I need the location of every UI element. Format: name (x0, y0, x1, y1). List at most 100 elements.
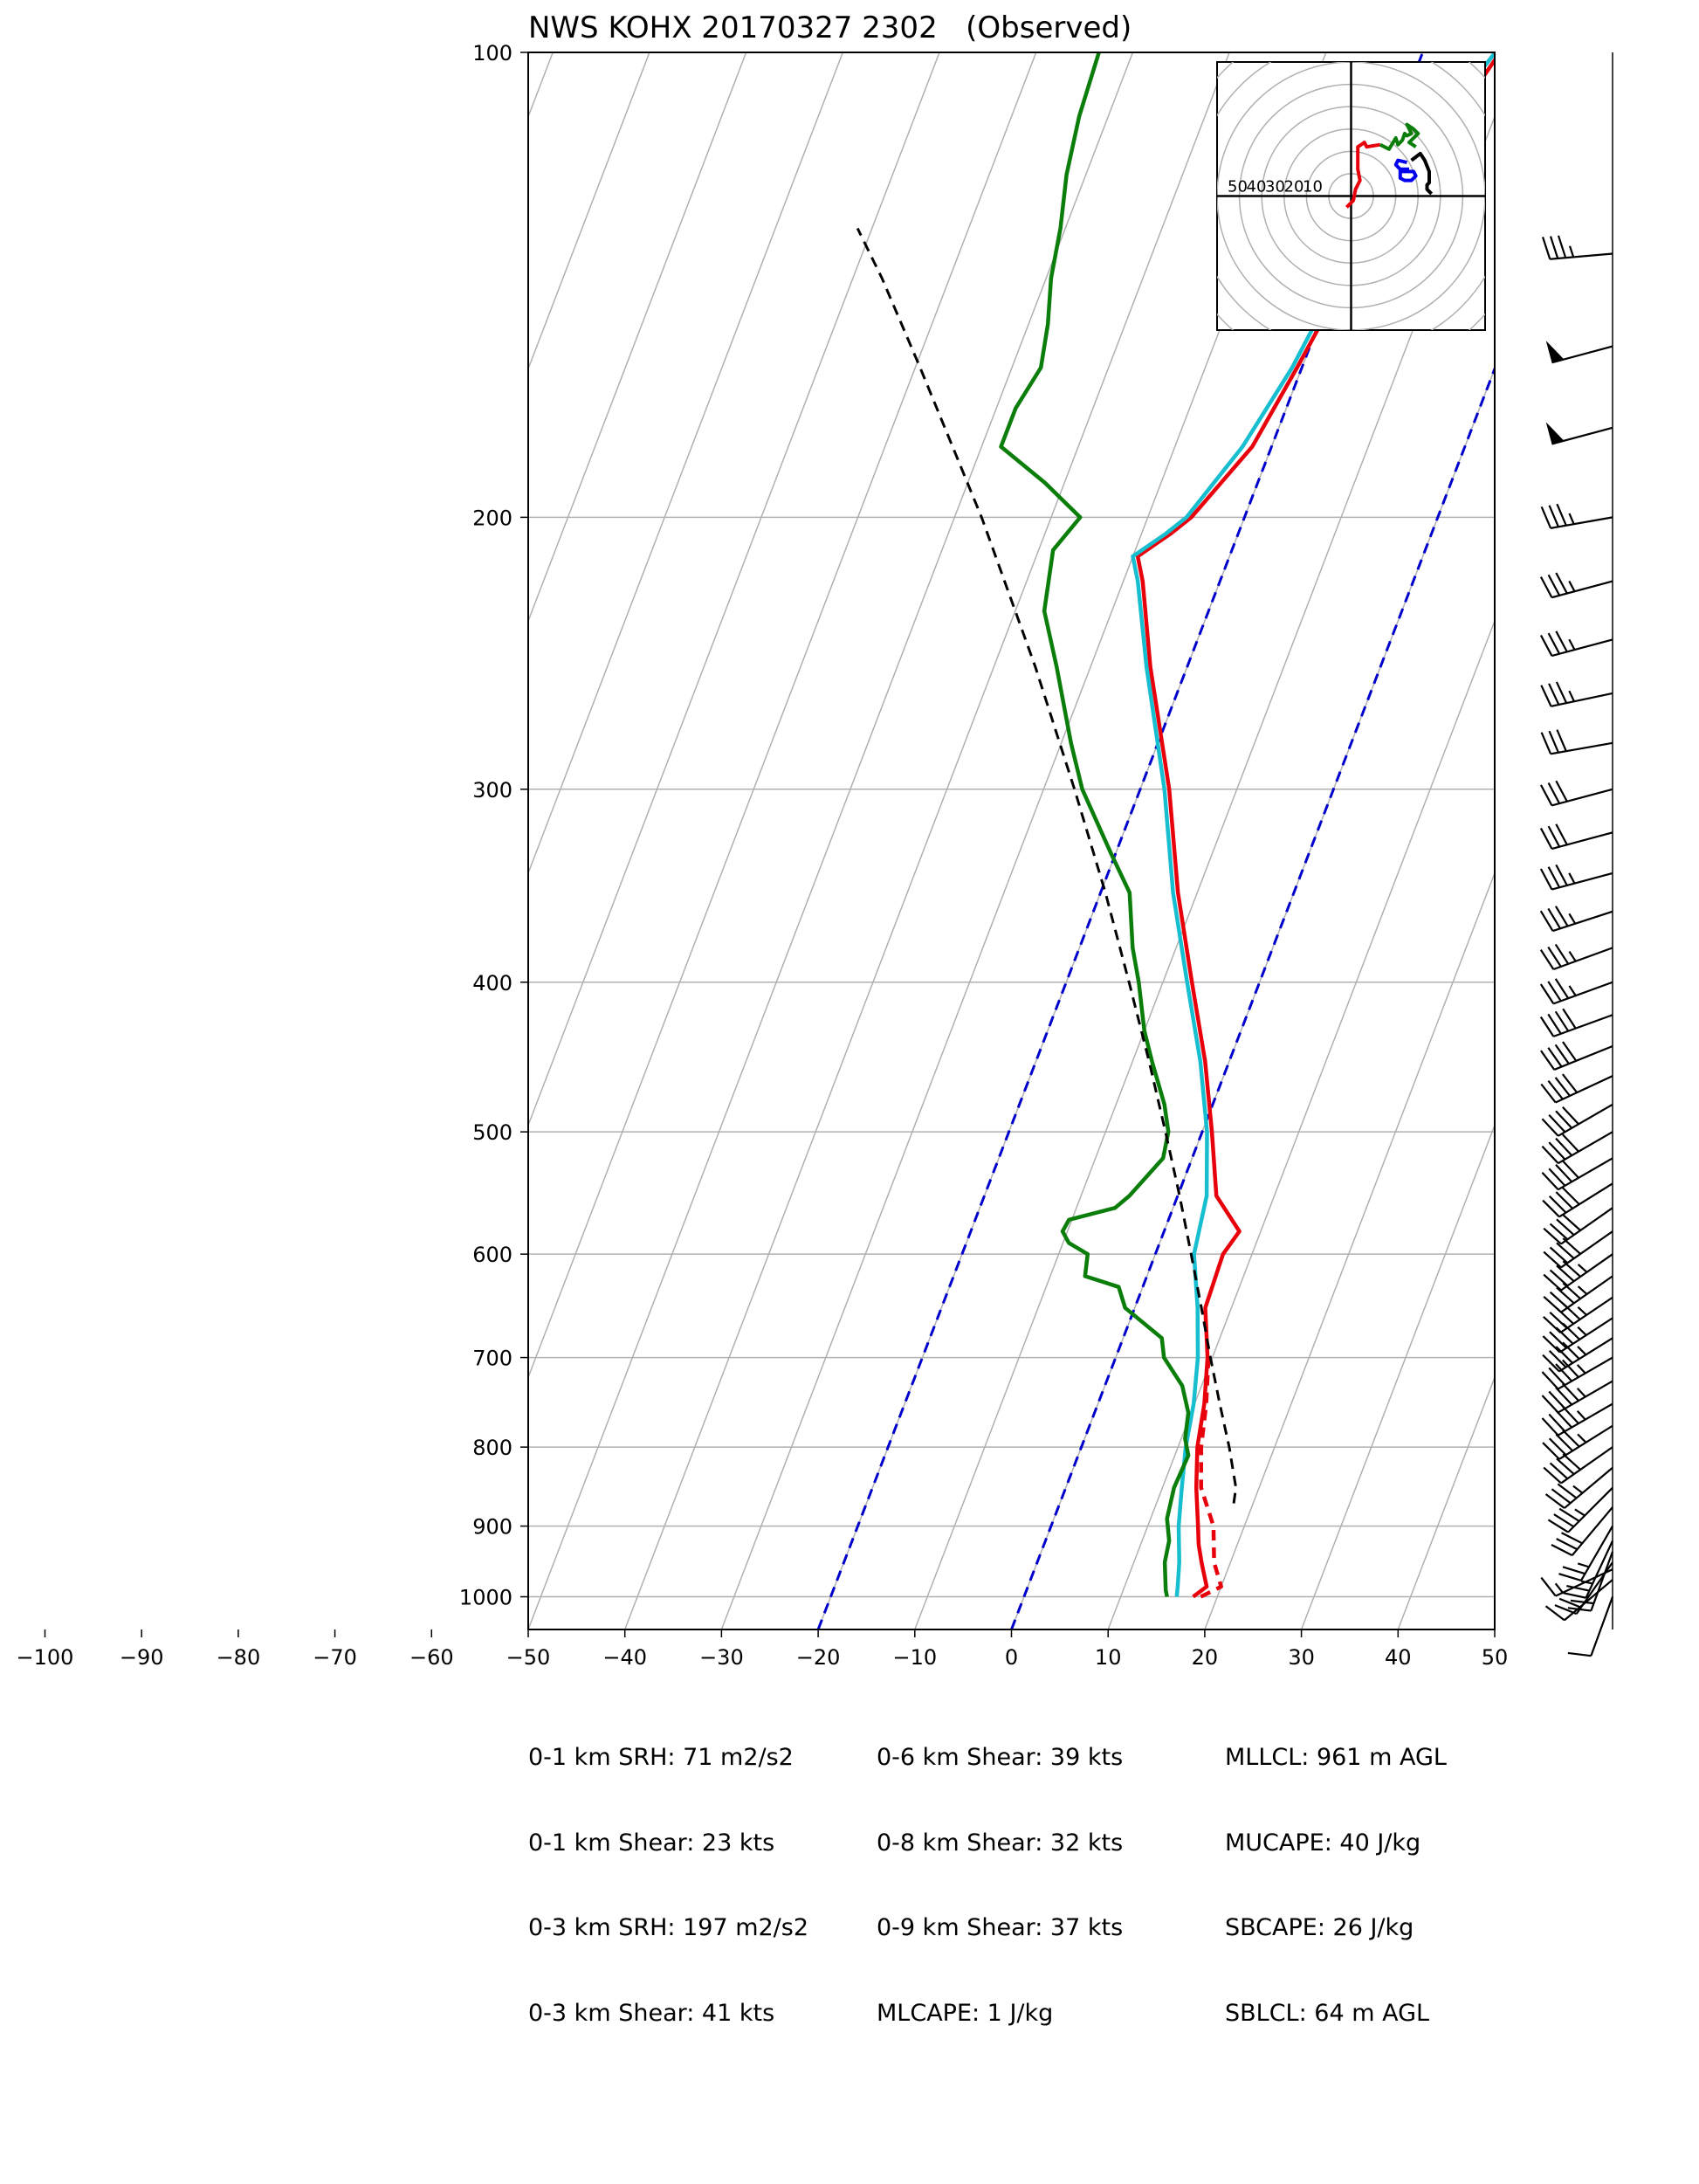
hodograph-ring-label: 40 (1247, 178, 1267, 196)
barb-full (1547, 1047, 1563, 1068)
barb-full (1539, 634, 1553, 657)
barb-full (1557, 1483, 1578, 1499)
wind-barb (1539, 823, 1613, 851)
barb-full (1556, 1538, 1579, 1551)
barb-full (1541, 1371, 1559, 1390)
barb-flag (1545, 341, 1565, 363)
chart-title: NWS KOHX 20170327 2302 (Observed) (528, 10, 1132, 45)
barb-staff (1580, 1526, 1613, 1581)
barb-full (1548, 1168, 1566, 1187)
barb-staff (1552, 947, 1613, 971)
barb-half (1568, 985, 1577, 996)
barb-full (1562, 1041, 1578, 1062)
x-tick-label: −100 (17, 1645, 74, 1670)
sounding-traces (856, 52, 1495, 1599)
x-tick-label: −30 (699, 1645, 744, 1670)
wind-barb (1541, 1380, 1613, 1414)
barb-full (1541, 1417, 1559, 1436)
y-tick-label: 900 (472, 1515, 512, 1540)
barb-full (1555, 1164, 1573, 1183)
barb-full (1547, 782, 1561, 804)
barb-full (1554, 943, 1570, 965)
barb-full (1555, 1137, 1573, 1156)
barb-full (1548, 1390, 1566, 1409)
barb-full (1541, 1118, 1559, 1137)
wind-barbs (1539, 52, 1614, 1657)
barb-full (1555, 1191, 1573, 1209)
barb-full (1549, 1311, 1568, 1329)
barb-staff (1555, 1075, 1613, 1104)
stat-shear-0-6: 0-6 km Shear: 39 kts (877, 1744, 1124, 1771)
barb-staff (1550, 252, 1613, 260)
stats-column-3: MLLCL: 961 m AGL MUCAPE: 40 J/kg SBCAPE:… (1225, 1687, 1447, 2057)
barb-full (1562, 1187, 1580, 1205)
barb-full (1548, 730, 1559, 754)
barb-full (1541, 1395, 1559, 1414)
temperature_alt-trace (1199, 1357, 1223, 1599)
barb-full (1539, 1016, 1555, 1037)
barb-staff (1567, 1486, 1613, 1533)
wind-barb (1541, 235, 1613, 260)
barb-full (1553, 1513, 1575, 1528)
barb-staff (1558, 1103, 1613, 1137)
barb-half (1568, 580, 1576, 592)
barb-full (1547, 907, 1562, 929)
isotherm-line (528, 52, 1037, 1380)
barb-full (1539, 868, 1553, 891)
stat-shear-0-9: 0-9 km Shear: 37 kts (877, 1914, 1124, 1941)
barb-half (1574, 1508, 1586, 1517)
barb-half (1568, 913, 1577, 925)
isotherm-line (528, 52, 1134, 1629)
barb-full (1551, 1544, 1573, 1557)
barb-half (1577, 1562, 1590, 1568)
wind-barb (1542, 1424, 1613, 1460)
x-tick-label: 40 (1385, 1645, 1412, 1670)
wind-barb (1541, 1157, 1613, 1191)
barb-full (1556, 1264, 1575, 1282)
barb-full (1547, 825, 1561, 848)
hodo_6_9-trace (1410, 151, 1434, 196)
y-tick-label: 300 (472, 778, 512, 803)
stat-mllcl: MLLCL: 961 m AGL (1225, 1744, 1447, 1771)
barb-staff (1558, 1182, 1613, 1218)
wind-barb (1567, 1596, 1614, 1657)
y-tick-label: 1000 (459, 1586, 512, 1610)
wind-barb (1539, 943, 1613, 971)
stats-column-2: 0-6 km Shear: 39 kts 0-8 km Shear: 32 kt… (877, 1687, 1123, 2057)
barb-full (1539, 784, 1553, 806)
wind-barb (1541, 1402, 1613, 1436)
barb-full (1540, 1050, 1556, 1071)
stat-srh-0-1: 0-1 km SRH: 71 m2/s2 (528, 1744, 794, 1771)
wind-barb (1540, 729, 1613, 755)
barb-full (1543, 1295, 1562, 1313)
barb-full (1562, 1359, 1579, 1378)
barb-staff (1558, 1131, 1613, 1165)
barb-full (1551, 1488, 1572, 1505)
y-tick-label: 400 (472, 971, 512, 996)
barb-full (1548, 1114, 1566, 1133)
stat-shear-0-3: 0-3 km Shear: 41 kts (528, 1999, 775, 2027)
barb-full (1541, 1145, 1559, 1164)
barb-full (1566, 1584, 1590, 1592)
barb-half (1568, 872, 1576, 885)
wind-barb (1542, 1337, 1613, 1373)
stat-srh-0-3: 0-3 km SRH: 197 m2/s2 (528, 1914, 809, 1941)
y-tick-label: 100 (472, 41, 512, 65)
x-tick-label: −80 (217, 1645, 261, 1670)
barb-full (1556, 729, 1567, 752)
barb-staff (1551, 580, 1613, 599)
barb-full (1549, 236, 1559, 259)
barb-half (1568, 690, 1575, 702)
barb-full (1549, 1223, 1569, 1241)
barb-half (1568, 950, 1577, 962)
barb-full (1543, 1250, 1562, 1269)
hodograph-ring-label: 50 (1228, 178, 1248, 196)
wind-barb (1543, 1446, 1613, 1485)
barb-full (1562, 1008, 1577, 1030)
wind-barb (1544, 1466, 1613, 1509)
barb-full (1548, 683, 1560, 706)
barb-full (1543, 1227, 1562, 1245)
x-tick-label: −10 (892, 1645, 937, 1670)
barb-half (1577, 1433, 1587, 1443)
y-tick-label: 800 (472, 1436, 512, 1460)
